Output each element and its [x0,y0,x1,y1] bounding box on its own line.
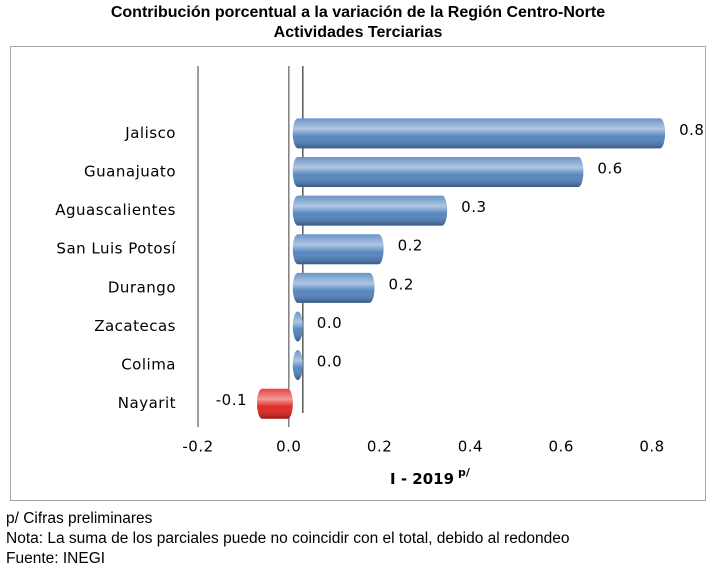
x-tick-label: 0.4 [458,438,483,456]
value-label: 0.2 [398,237,423,255]
value-label: 0.2 [389,275,414,293]
category-label: Zacatecas [94,317,176,335]
category-label: Durango [108,278,176,296]
chart-frame [10,46,706,501]
bar-shine [292,350,303,381]
x-axis-label: I - 2019 [390,470,454,488]
footnote: Nota: La suma de los parciales puede no … [6,530,570,547]
bar-shine [292,118,666,149]
value-label: 0.8 [679,121,704,139]
x-axis-title: I - 2019 p/ [390,466,471,488]
chart-subtitle: Actividades Terciarias [274,24,443,41]
footnote: Fuente: INEGI [6,550,105,567]
x-axis-label-sup: p/ [458,466,471,479]
bar-shine [292,234,384,265]
bar-shine [257,388,293,419]
value-label: -0.1 [216,391,247,409]
value-label: 0.0 [317,353,342,371]
bar-shine [292,272,375,303]
category-label: Guanajuato [84,162,176,180]
bar-shine [292,156,584,187]
category-label: Nayarit [118,394,176,412]
category-label: Aguascalientes [55,201,176,219]
x-tick-label: 0.0 [276,438,301,456]
category-label: Jalisco [124,124,176,142]
chart-title: Contribución porcentual a la variación d… [111,4,605,21]
value-label: 0.0 [317,314,342,332]
x-tick-label: 0.2 [367,438,392,456]
bar-shine [292,311,303,342]
value-label: 0.6 [597,159,622,177]
x-tick-label: 0.8 [639,438,664,456]
category-label: Colima [121,356,176,374]
bar-shine [292,195,448,226]
x-tick-label: -0.2 [182,438,213,456]
x-tick-label: 0.6 [549,438,574,456]
value-label: 0.3 [461,198,486,216]
footnote: p/ Cifras preliminares [6,510,153,527]
category-label: San Luis Potosí [56,240,176,258]
